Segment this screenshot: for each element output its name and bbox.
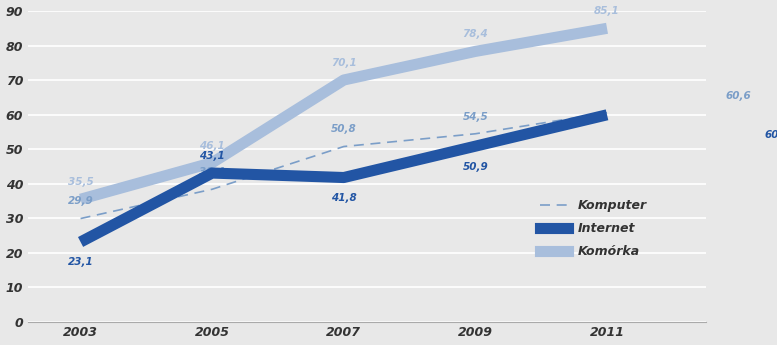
Text: 41,8: 41,8 xyxy=(331,193,357,203)
Text: 38,4: 38,4 xyxy=(200,167,225,177)
Komórka xyxy=(207,161,217,165)
Text: 35,5: 35,5 xyxy=(68,177,93,187)
Text: 46,1: 46,1 xyxy=(200,141,225,151)
Komputer xyxy=(471,132,480,136)
Text: 50,9: 50,9 xyxy=(462,162,488,172)
Komórka xyxy=(471,49,480,53)
Komputer xyxy=(76,216,85,220)
Text: 78,4: 78,4 xyxy=(462,29,488,39)
Komputer xyxy=(339,145,348,149)
Internet xyxy=(339,176,348,180)
Legend: Komputer, Internet, Komórka: Komputer, Internet, Komórka xyxy=(535,194,652,263)
Text: 70,1: 70,1 xyxy=(331,58,357,68)
Internet xyxy=(76,240,85,244)
Komórka xyxy=(339,78,348,82)
Komórka xyxy=(602,26,611,30)
Text: 29,9: 29,9 xyxy=(68,197,93,206)
Text: 60: 60 xyxy=(765,130,777,140)
Internet xyxy=(207,171,217,175)
Line: Komórka: Komórka xyxy=(81,28,607,199)
Text: 60,6: 60,6 xyxy=(726,91,751,101)
Text: 54,5: 54,5 xyxy=(462,112,488,122)
Internet xyxy=(471,144,480,148)
Text: 23,1: 23,1 xyxy=(68,257,93,267)
Line: Internet: Internet xyxy=(81,115,607,242)
Internet xyxy=(602,113,611,117)
Komórka xyxy=(76,197,85,201)
Text: 50,8: 50,8 xyxy=(331,125,357,135)
Text: 85,1: 85,1 xyxy=(594,6,620,16)
Komputer xyxy=(602,111,611,115)
Line: Komputer: Komputer xyxy=(81,113,607,218)
Text: 43,1: 43,1 xyxy=(200,151,225,161)
Komputer xyxy=(207,187,217,191)
